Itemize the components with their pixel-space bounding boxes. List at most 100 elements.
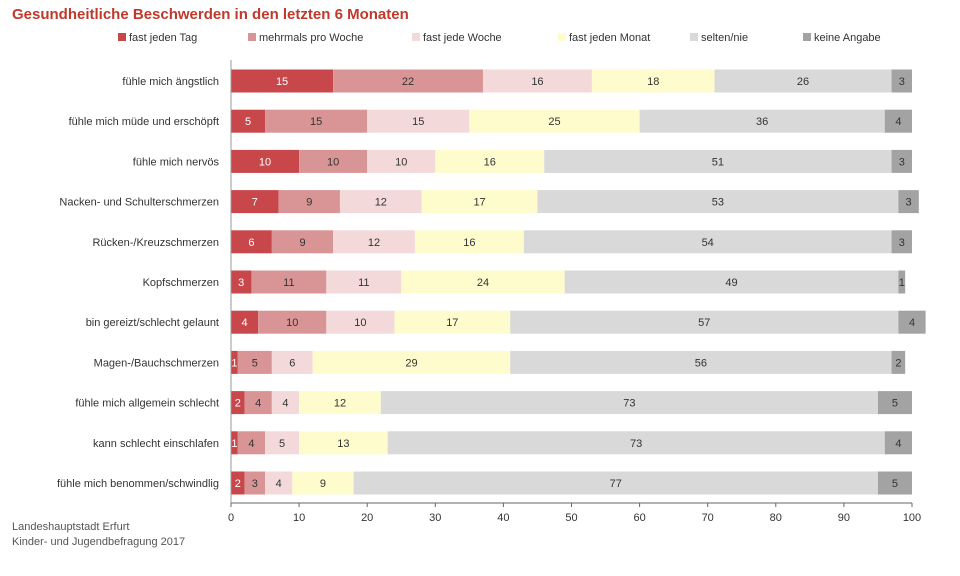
x-tick-label: 50	[565, 512, 577, 524]
data-label: 5	[279, 438, 285, 450]
bar-segment-fast-jeden-tag	[231, 149, 300, 173]
bar-row-fühle-mich-ängstlich: 15 22 16 18 26 3	[231, 69, 912, 93]
bar-segment-fast-jede-woche	[326, 310, 395, 334]
bar-segment-fast-jede-woche	[333, 230, 415, 254]
bar-segment-mehrmals-pro-woche	[299, 149, 368, 173]
bar-segment-keine-angabe	[898, 190, 919, 214]
bar-segment-fast-jeden-tag	[231, 69, 334, 93]
x-tick-label: 30	[429, 512, 441, 524]
bar-segment-fast-jeden-monat	[292, 471, 354, 495]
legend-swatch-fast-jeden-tag	[118, 33, 126, 41]
bar-segment-fast-jeden-tag	[231, 310, 259, 334]
data-label: 9	[306, 197, 312, 209]
data-label: 12	[334, 398, 346, 410]
bar-segment-mehrmals-pro-woche	[237, 431, 266, 455]
bar-row-fühle-mich-benommen-schwindlig: 2 3 4 9 77 5	[231, 471, 912, 495]
category-label: Magen-/Bauchschmerzen	[94, 357, 219, 369]
data-label: 10	[259, 156, 271, 168]
data-label: 12	[368, 237, 380, 249]
bar-segment-keine-angabe	[898, 310, 926, 334]
data-label: 51	[712, 156, 724, 168]
data-label: 2	[235, 398, 241, 410]
bar-segment-fast-jeden-monat	[421, 190, 538, 214]
bar-segment-fast-jeden-tag	[231, 230, 272, 254]
category-label: kann schlecht einschlafen	[93, 438, 219, 450]
data-label: 57	[698, 317, 710, 329]
legend-swatch-keine-angabe	[803, 33, 811, 41]
bar-row-fühle-mich-müde-und-erschöpft: 5 15 15 25 36 4	[231, 109, 912, 133]
data-label: 1	[231, 438, 237, 450]
bar-segment-mehrmals-pro-woche	[258, 310, 327, 334]
bar-segment-selten-nie	[544, 149, 892, 173]
data-label: 73	[623, 398, 635, 410]
bar-segment-fast-jede-woche	[367, 149, 436, 173]
data-label: 53	[712, 197, 724, 209]
bar-segment-fast-jede-woche	[271, 350, 313, 374]
data-label: 10	[286, 317, 298, 329]
bar-segment-keine-angabe	[891, 350, 906, 374]
bars: 15 22 16 18 26 35 15 15 25 36 410 10 10 16 51 37 9 12 17 53…	[231, 69, 926, 495]
data-label: 1	[899, 277, 905, 289]
bar-segment-mehrmals-pro-woche	[271, 230, 334, 254]
source-note: Landeshauptstadt Erfurt Kinder- und Juge…	[12, 520, 185, 550]
x-axis: 0 10 20 30 40 50 60 70 80 90 100	[228, 60, 921, 524]
bar-segment-keine-angabe	[884, 431, 912, 455]
bar-segment-selten-nie	[639, 109, 885, 133]
source-line-survey: Kinder- und Jugendbefragung 2017	[12, 536, 186, 548]
data-label: 3	[899, 156, 905, 168]
bar-segment-mehrmals-pro-woche	[278, 190, 340, 214]
bar-segment-fast-jede-woche	[339, 190, 422, 214]
data-label: 4	[255, 398, 261, 410]
legend-swatch-selten-nie	[690, 33, 698, 41]
category-labels: fühle mich ängstlich fühle mich müde und …	[57, 76, 220, 490]
data-label: 36	[756, 116, 768, 128]
data-label: 11	[283, 277, 294, 289]
legend-label-keine-angabe: keine Angabe	[814, 32, 881, 44]
bar-segment-mehrmals-pro-woche	[244, 391, 272, 415]
data-label: 17	[473, 197, 485, 209]
data-label: 56	[695, 357, 707, 369]
legend-label-selten-nie: selten/nie	[701, 32, 748, 44]
bar-segment-fast-jeden-monat	[469, 109, 640, 133]
data-label: 77	[610, 478, 622, 490]
x-tick-label: 90	[838, 512, 850, 524]
data-label: 22	[402, 76, 414, 88]
bar-segment-keine-angabe	[891, 230, 912, 254]
data-label: 3	[899, 76, 905, 88]
data-label: 18	[647, 76, 659, 88]
bar-segment-fast-jede-woche	[482, 69, 592, 93]
bar-segment-keine-angabe	[884, 109, 912, 133]
bar-segment-selten-nie	[714, 69, 892, 93]
bar-segment-selten-nie	[380, 391, 878, 415]
data-label: 10	[327, 156, 339, 168]
data-label: 12	[375, 197, 387, 209]
x-tick-label: 70	[702, 512, 714, 524]
bar-row-kann-schlecht-einschlafen: 1 4 5 13 73 4	[231, 431, 912, 455]
category-label: Kopfschmerzen	[143, 277, 219, 289]
data-label: 4	[248, 438, 254, 450]
legend: fast jeden Tag mehrmals pro Woche fast jed…	[118, 32, 881, 44]
data-label: 3	[238, 277, 244, 289]
bar-row-nacken-und-schulterschmerzen: 7 9 12 17 53 3	[231, 190, 919, 214]
bar-segment-fast-jede-woche	[265, 431, 300, 455]
data-label: 5	[245, 116, 251, 128]
legend-label-fast-jeden-tag: fast jeden Tag	[129, 32, 197, 44]
category-label: bin gereizt/schlecht gelaunt	[86, 317, 219, 329]
legend-label-fast-jede-woche: fast jede Woche	[423, 32, 502, 44]
bar-segment-fast-jeden-monat	[299, 391, 381, 415]
category-label: fühle mich müde und erschöpft	[69, 116, 219, 128]
data-label: 4	[909, 317, 915, 329]
x-tick-label: 60	[633, 512, 645, 524]
bar-segment-fast-jeden-monat	[299, 431, 388, 455]
data-label: 5	[892, 398, 898, 410]
x-tick-label: 0	[228, 512, 234, 524]
bar-segment-selten-nie	[523, 230, 892, 254]
bar-segment-fast-jeden-monat	[591, 69, 715, 93]
data-label: 15	[412, 116, 424, 128]
bar-segment-keine-angabe	[898, 270, 906, 294]
bar-row-fühle-mich-allgemein-schlecht: 2 4 4 12 73 5	[231, 391, 912, 415]
bar-segment-keine-angabe	[891, 69, 912, 93]
bar-segment-fast-jeden-monat	[312, 350, 511, 374]
bar-segment-selten-nie	[537, 190, 899, 214]
